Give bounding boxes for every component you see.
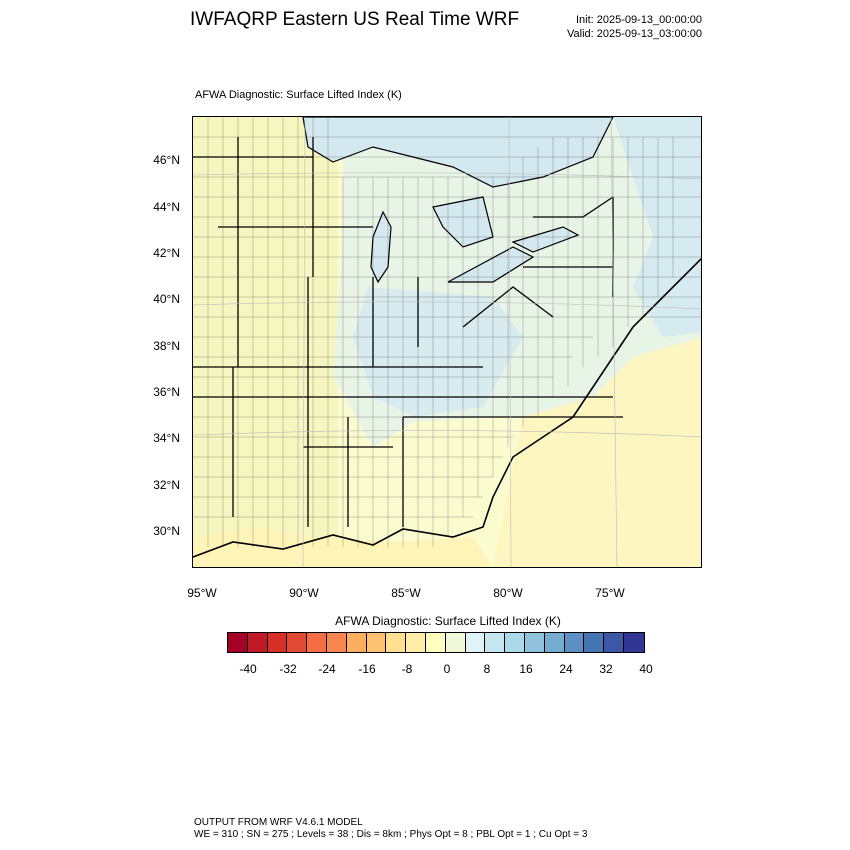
- colorbar-swatch: [386, 633, 407, 652]
- colorbar-swatch: [366, 633, 387, 652]
- colorbar-swatch: [326, 633, 347, 652]
- colorbar-tick: -16: [358, 662, 376, 676]
- coastline: [193, 257, 701, 558]
- colorbar-swatch: [623, 633, 644, 652]
- field-ohio-valley: [353, 287, 523, 417]
- colorbar-tick: 0: [443, 662, 451, 676]
- model-info: OUTPUT FROM WRF V4.6.1 MODEL WE = 310 ; …: [194, 817, 587, 840]
- lon-label-85: 85°W: [391, 586, 421, 600]
- colorbar-title: AFWA Diagnostic: Surface Lifted Index (K…: [335, 614, 561, 628]
- colorbar-swatch: [485, 633, 506, 652]
- model-info-line2: WE = 310 ; SN = 275 ; Levels = 38 ; Dis …: [194, 828, 588, 840]
- colorbar-swatch: [425, 633, 446, 652]
- map-panel: [192, 116, 702, 568]
- colorbar-tick: 16: [519, 662, 533, 676]
- lon-label-75: 75°W: [595, 586, 625, 600]
- colorbar-swatch: [505, 633, 525, 652]
- field-west: [193, 117, 338, 567]
- field-gulf: [193, 527, 492, 567]
- colorbar-swatch: [267, 633, 288, 652]
- colorbar-tick: 8: [483, 662, 491, 676]
- lat-label-30: 30°N: [153, 524, 180, 538]
- lake-ontario: [511, 226, 580, 253]
- lat-label-44: 44°N: [153, 200, 180, 214]
- graticule: [193, 117, 701, 567]
- valid-time: Valid: 2025-09-13_03:00:00: [567, 28, 702, 40]
- state-boundaries: [193, 137, 623, 527]
- lat-label-46: 46°N: [153, 153, 180, 167]
- colorbar-swatch: [307, 633, 327, 652]
- page-title: IWFAQRP Eastern US Real Time WRF: [190, 9, 520, 30]
- lat-label-40: 40°N: [153, 292, 180, 306]
- field-atlantic: [493, 337, 701, 567]
- colorbar-swatch: [544, 633, 565, 652]
- colorbar-swatch: [406, 633, 426, 652]
- colorbar-tick: 32: [599, 662, 613, 676]
- lat-label-36: 36°N: [153, 385, 180, 399]
- colorbar-swatch: [524, 633, 545, 652]
- model-info-line1: OUTPUT FROM WRF V4.6.1 MODEL: [194, 817, 363, 828]
- lon-label-80: 80°W: [493, 586, 523, 600]
- colorbar-tick: 40: [639, 662, 653, 676]
- colorbar-swatch: [465, 633, 486, 652]
- colorbar-tick: 24: [559, 662, 573, 676]
- lon-label-90: 90°W: [289, 586, 319, 600]
- map-svg: [193, 117, 701, 567]
- colorbar-tick: -40: [239, 662, 257, 676]
- colorbar: [227, 632, 645, 653]
- colorbar-swatch: [584, 633, 605, 652]
- lat-label-38: 38°N: [153, 339, 180, 353]
- lat-label-34: 34°N: [153, 431, 180, 445]
- lon-label-95: 95°W: [187, 586, 217, 600]
- colorbar-swatch: [445, 633, 466, 652]
- colorbar-swatch: [287, 633, 308, 652]
- lat-label-42: 42°N: [153, 246, 180, 260]
- colorbar-swatch: [564, 633, 585, 652]
- run-times: Init: 2025-09-13_00:00:00 Valid: 2025-09…: [567, 13, 702, 41]
- colorbar-swatch: [346, 633, 367, 652]
- lat-label-32: 32°N: [153, 478, 180, 492]
- colorbar-swatch: [247, 633, 268, 652]
- colorbar-tick: -32: [279, 662, 297, 676]
- colorbar-tick: -24: [318, 662, 336, 676]
- colorbar-tick: -8: [401, 662, 413, 676]
- colorbar-swatch: [228, 633, 248, 652]
- plot-title: AFWA Diagnostic: Surface Lifted Index (K…: [195, 89, 402, 101]
- colorbar-swatch: [604, 633, 624, 652]
- init-time: Init: 2025-09-13_00:00:00: [576, 14, 702, 26]
